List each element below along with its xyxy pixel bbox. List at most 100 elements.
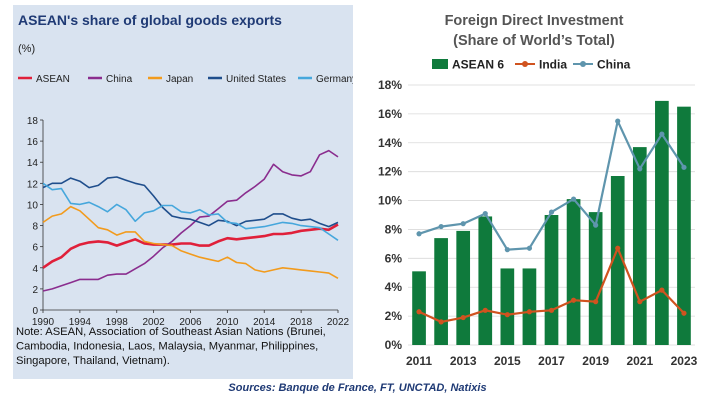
x-tick-label: 2013	[450, 354, 477, 368]
point-india	[615, 245, 621, 251]
y-tick-label: 18%	[378, 78, 402, 92]
bar-asean-6	[456, 230, 471, 345]
point-china	[416, 231, 422, 237]
legend-marker-china	[580, 61, 586, 67]
legend-label-asean-6: ASEAN 6	[452, 58, 504, 72]
bar-asean-6	[632, 147, 647, 345]
y-tick-label: 10	[27, 200, 39, 211]
bar-asean-6	[522, 268, 537, 345]
y-tick-label: 0	[32, 306, 38, 317]
y-tick-label: 14	[27, 158, 39, 169]
point-india	[637, 299, 643, 305]
point-india	[593, 299, 599, 305]
legend-label-united-states: United States	[226, 74, 286, 85]
point-china	[482, 210, 488, 217]
x-tick-label: 2014	[253, 317, 276, 328]
point-china	[438, 223, 444, 230]
legend-marker-india	[522, 61, 528, 67]
y-tick-label: 12%	[378, 165, 402, 179]
y-tick-label: 12	[27, 179, 39, 190]
fdi-chart: Foreign Direct Investment (Share of World…	[378, 13, 698, 368]
series-line-germany	[42, 182, 339, 241]
bar-asean-6	[610, 176, 625, 345]
y-tick-label: 2%	[385, 309, 403, 323]
point-india	[416, 309, 422, 315]
exports-chart: ASEAN's share of global goods exports (%)…	[16, 12, 353, 367]
legend-label-germany: Germany	[316, 74, 353, 85]
point-china	[659, 131, 665, 137]
y-tick-label: 14%	[378, 136, 402, 150]
series-line-china	[42, 149, 339, 292]
point-india	[570, 297, 577, 303]
fdi-chart-title: Foreign Direct Investment	[445, 13, 624, 29]
point-india	[460, 314, 466, 321]
x-tick-label: 2010	[216, 317, 239, 328]
point-china	[570, 196, 577, 202]
exports-note: Note: ASEAN, Association of Southeast As…	[16, 326, 326, 367]
x-tick-label: 2017	[538, 354, 565, 368]
bar-asean-6	[434, 238, 448, 345]
point-china	[593, 222, 599, 228]
y-tick-label: 8%	[385, 222, 403, 236]
sources-footer: Sources: Banque de France, FT, UNCTAD, N…	[228, 382, 487, 394]
series-line-japan	[42, 205, 339, 279]
fdi-chart-panel: Foreign Direct Investment (Share of World…	[360, 5, 708, 379]
x-tick-label: 2002	[143, 317, 166, 328]
x-tick-label: 2019	[582, 354, 609, 368]
note-line: Singapore, Thailand, Vietnam).	[16, 355, 170, 367]
exports-y-unit-label: (%)	[18, 43, 35, 55]
y-tick-label: 6%	[385, 251, 403, 265]
point-china	[548, 209, 555, 215]
bar-asean-6	[588, 212, 603, 345]
legend-label-asean: ASEAN	[36, 74, 70, 85]
point-india	[681, 310, 687, 316]
legend-label-japan: Japan	[166, 74, 193, 85]
point-india	[526, 309, 533, 315]
series-line-united-states	[42, 176, 339, 228]
point-india	[438, 319, 444, 325]
note-line: Note: ASEAN, Association of Southeast As…	[16, 326, 326, 338]
x-tick-label: 1990	[32, 317, 55, 328]
bar-asean-6	[655, 100, 669, 345]
point-china	[637, 166, 643, 172]
x-tick-label: 2011	[406, 354, 432, 368]
bar-asean-6	[478, 216, 493, 345]
y-tick-label: 2	[32, 285, 38, 296]
legend-label-china: China	[597, 58, 631, 72]
point-china	[681, 164, 687, 170]
legend-label-india: India	[539, 58, 567, 72]
exports-chart-panel: ASEAN's share of global goods exports (%)…	[13, 5, 353, 379]
point-china	[504, 247, 510, 253]
point-china	[460, 221, 466, 227]
bar-asean-6	[500, 268, 515, 345]
note-line: Cambodia, Indonesia, Laos, Malaysia, Mya…	[16, 341, 318, 353]
x-tick-label: 1998	[106, 317, 129, 328]
fdi-chart-subtitle: (Share of World’s Total)	[453, 33, 615, 49]
x-tick-label: 2023	[671, 354, 698, 368]
x-tick-label: 2018	[290, 317, 313, 328]
point-india	[548, 307, 555, 313]
point-china	[526, 245, 533, 251]
x-tick-label: 1994	[69, 317, 92, 328]
bar-asean-6	[566, 199, 581, 345]
point-india	[504, 312, 510, 318]
y-tick-label: 10%	[378, 194, 402, 208]
series-line-asean	[42, 223, 339, 269]
point-india	[659, 287, 665, 293]
y-tick-label: 18	[27, 116, 39, 127]
point-india	[482, 307, 488, 313]
y-tick-label: 16%	[378, 107, 402, 121]
y-tick-label: 6	[32, 243, 38, 254]
bar-asean-6	[677, 106, 691, 346]
y-tick-label: 4	[32, 264, 38, 275]
y-tick-label: 4%	[385, 280, 403, 294]
x-tick-label: 2022	[327, 317, 350, 328]
legend-swatch-asean-6	[432, 59, 448, 69]
exports-chart-title: ASEAN's share of global goods exports	[18, 12, 282, 28]
point-china	[615, 118, 621, 124]
y-tick-label: 16	[27, 137, 39, 148]
x-tick-label: 2006	[179, 317, 202, 328]
x-tick-label: 2015	[494, 354, 521, 368]
x-tick-label: 2021	[626, 354, 653, 368]
y-tick-label: 0%	[385, 338, 403, 352]
